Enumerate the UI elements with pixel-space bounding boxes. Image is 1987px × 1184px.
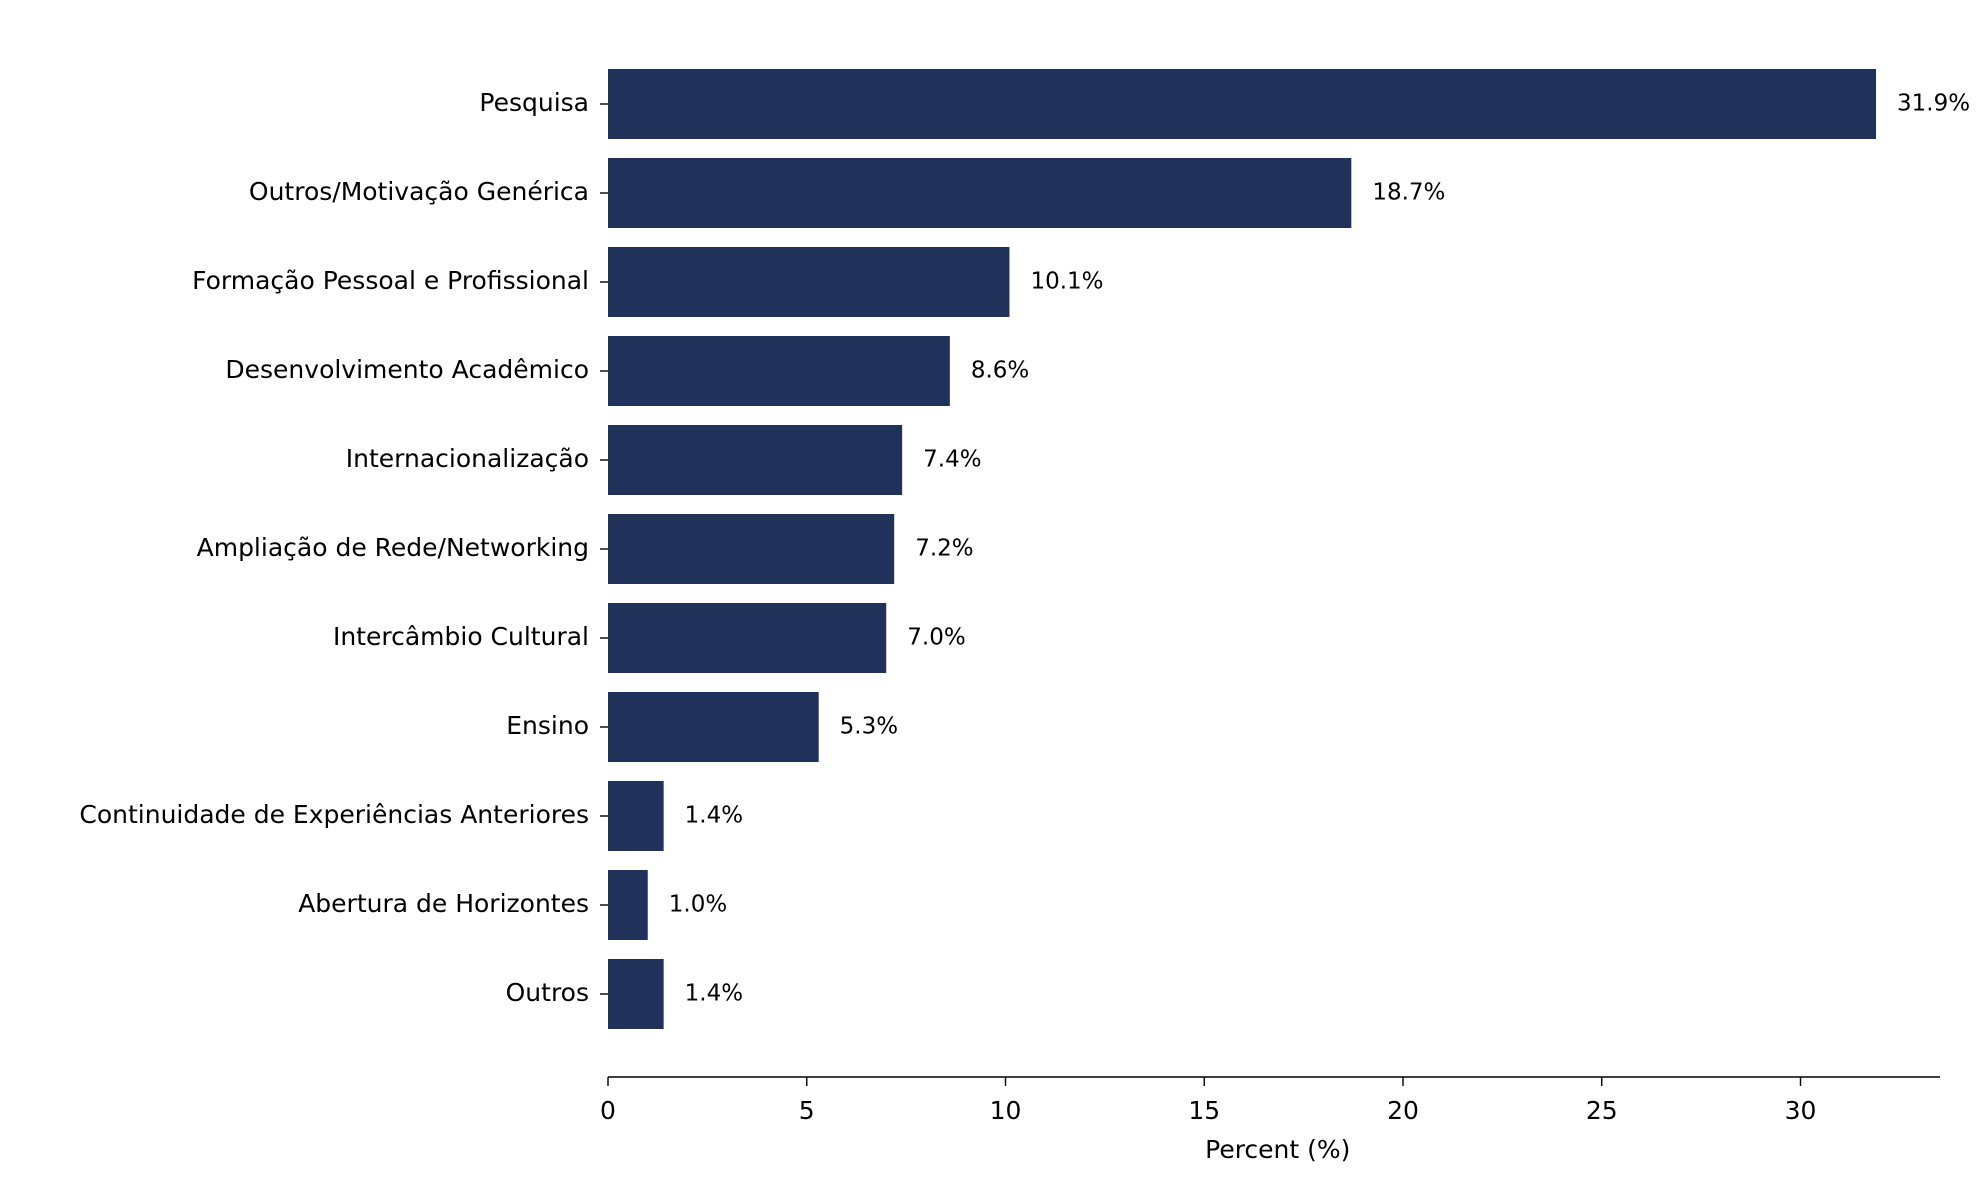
value-labels-layer: 31.9% 18.7% 10.1% 8.6% 7.4% 7.2% 7.0% 5.3% 1.4% 1… xyxy=(669,91,1970,1007)
y-tick-label: Outros xyxy=(506,978,589,1007)
bar xyxy=(608,603,887,673)
y-tick-label: Intercâmbio Cultural xyxy=(333,622,589,651)
y-tick-label: Ensino xyxy=(506,711,589,740)
x-axis-title: Percent (%) xyxy=(1205,1135,1350,1164)
bars-layer xyxy=(608,69,1877,1029)
x-tick-label: 20 xyxy=(1387,1096,1419,1125)
bar-value-label: 8.6% xyxy=(971,358,1029,384)
bar-value-label: 1.4% xyxy=(685,981,743,1007)
y-tick-label: Internacionalização xyxy=(346,444,589,473)
bar xyxy=(608,781,664,851)
bar xyxy=(608,425,903,495)
x-tick-label: 15 xyxy=(1188,1096,1220,1125)
y-tick-label: Continuidade de Experiências Anteriores xyxy=(79,800,589,829)
bar xyxy=(608,870,648,940)
x-tick-label: 5 xyxy=(799,1096,815,1125)
bar-value-label: 31.9% xyxy=(1897,91,1970,117)
y-tick-label: Outros/Motivação Genérica xyxy=(249,177,589,206)
y-tick-label: Abertura de Horizontes xyxy=(298,889,589,918)
x-tick-label: 10 xyxy=(990,1096,1022,1125)
bar xyxy=(608,514,895,584)
x-axis: 0 5 10 15 20 25 30 xyxy=(600,1076,1940,1125)
y-tick-label: Desenvolvimento Acadêmico xyxy=(225,355,589,384)
bar-value-label: 1.0% xyxy=(669,892,727,918)
bar-value-label: 5.3% xyxy=(840,714,898,740)
bar-value-label: 7.0% xyxy=(907,625,965,651)
bar xyxy=(608,692,819,762)
bar xyxy=(608,336,950,406)
y-tick-label: Formação Pessoal e Profissional xyxy=(192,266,589,295)
bar-value-label: 7.4% xyxy=(923,447,981,473)
y-axis: Pesquisa Outros/Motivação Genérica Formaçã… xyxy=(79,88,608,1007)
bar-value-label: 18.7% xyxy=(1372,180,1445,206)
x-tick-label: 30 xyxy=(1785,1096,1817,1125)
x-tick-label: 25 xyxy=(1586,1096,1618,1125)
bar xyxy=(608,247,1010,317)
bar xyxy=(608,959,664,1029)
y-tick-label: Ampliação de Rede/Networking xyxy=(197,533,589,562)
bar-value-label: 1.4% xyxy=(685,803,743,829)
bar-value-label: 7.2% xyxy=(915,536,973,562)
bar xyxy=(608,69,1877,139)
bar-value-label: 10.1% xyxy=(1030,269,1103,295)
y-tick-label: Pesquisa xyxy=(479,88,589,117)
x-tick-label: 0 xyxy=(600,1096,616,1125)
bar xyxy=(608,158,1352,228)
